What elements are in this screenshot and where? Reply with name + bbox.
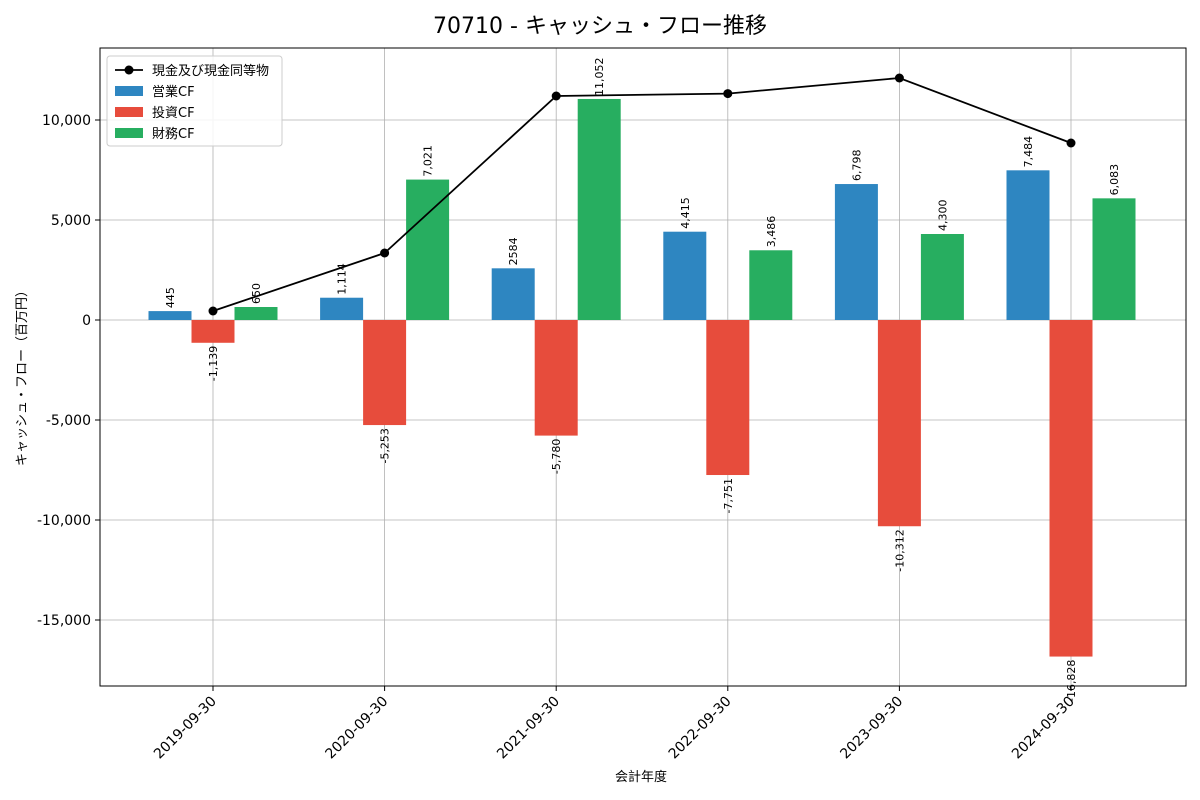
y-tick-label: -5,000 (46, 413, 91, 429)
legend-label: 財務CF (152, 127, 195, 142)
legend-label: 営業CF (152, 84, 195, 100)
bar-value-label: 7,484 (1022, 136, 1035, 168)
cash-line-point (723, 89, 733, 99)
y-tick-label: -10,000 (37, 513, 91, 529)
cash-line-point (894, 73, 904, 83)
axes: -15,000 -10,000 -5,000 0 5,000 10,000 2019-09-… (37, 113, 1078, 762)
bar-営業CF (1006, 170, 1050, 320)
bar-value-label: -16,828 (1065, 660, 1078, 702)
bar-投資CF (877, 320, 921, 527)
bar-財務CF (1092, 198, 1136, 320)
legend-label: 現金及び現金同等物 (152, 63, 269, 79)
legend-label: 投資CF (152, 105, 195, 121)
bars (148, 98, 1136, 657)
cash-line (208, 73, 1076, 316)
y-tick-label: 5,000 (51, 213, 91, 229)
bar-value-label: -5,780 (550, 439, 563, 474)
bar-value-label: 1,114 (336, 263, 349, 295)
bar-投資CF (191, 320, 235, 343)
bar-財務CF (920, 234, 964, 320)
cash-line-point (551, 91, 561, 101)
bar-財務CF (577, 98, 621, 321)
bar-営業CF (320, 297, 364, 320)
bar-value-label: 650 (250, 283, 263, 304)
x-tick-label: 2023-09-30 (837, 694, 906, 763)
bar-投資CF (363, 320, 407, 426)
legend-swatch (115, 107, 143, 117)
legend-box (106, 55, 283, 147)
bar-投資CF (1049, 320, 1093, 657)
bar-value-label: 2584 (507, 237, 520, 265)
data-labels: 445 1,114 2584 4,415 6,798 7,484 -1,139 -5,253 -… (164, 57, 1121, 702)
bar-財務CF (234, 307, 278, 320)
x-axis-label: 会計年度 (615, 769, 667, 785)
bar-投資CF (534, 320, 578, 436)
cash-line-point (1066, 138, 1076, 148)
chart-title: 70710 - キャッシュ・フロー推移 (433, 14, 767, 39)
y-tick-label: 0 (82, 313, 91, 329)
x-tick-label: 2022-09-30 (666, 694, 735, 763)
plot-area-frame (99, 47, 1187, 687)
x-tick-label: 2019-09-30 (151, 694, 220, 763)
x-tick-label: 2021-09-30 (494, 694, 563, 763)
legend-swatch (115, 128, 143, 138)
bar-value-label: 6,083 (1108, 164, 1121, 196)
legend-swatch (115, 86, 143, 96)
bar-value-label: 445 (164, 287, 177, 308)
bar-value-label: -10,312 (893, 529, 906, 571)
cash-line-path (212, 77, 1072, 312)
bar-value-label: 7,021 (422, 145, 435, 177)
y-axis-label: キャッシュ・フロー（百万円） (15, 284, 30, 466)
y-tick-label: 10,000 (42, 113, 91, 129)
bar-投資CF (706, 320, 750, 476)
bar-value-label: 6,798 (850, 150, 863, 182)
bar-営業CF (663, 231, 707, 320)
bar-営業CF (834, 184, 878, 320)
bar-財務CF (749, 250, 793, 320)
bar-財務CF (406, 179, 450, 320)
cash-line-point (208, 306, 218, 316)
bar-value-label: 4,300 (936, 200, 949, 232)
bar-value-label: 3,486 (765, 216, 778, 248)
bar-営業CF (148, 311, 192, 320)
x-tick-label: 2024-09-30 (1009, 694, 1078, 763)
x-tick-label: 2020-09-30 (323, 694, 392, 763)
cash-line-point (380, 248, 390, 258)
bar-営業CF (491, 268, 535, 320)
bar-value-label: 4,415 (679, 197, 692, 229)
legend-line-marker (124, 65, 134, 75)
bar-value-label: -7,751 (722, 478, 735, 513)
y-tick-label: -15,000 (37, 613, 91, 629)
bar-value-label: -1,139 (207, 346, 220, 381)
bar-value-label: 11,052 (593, 57, 606, 96)
bar-value-label: -5,253 (379, 428, 392, 463)
